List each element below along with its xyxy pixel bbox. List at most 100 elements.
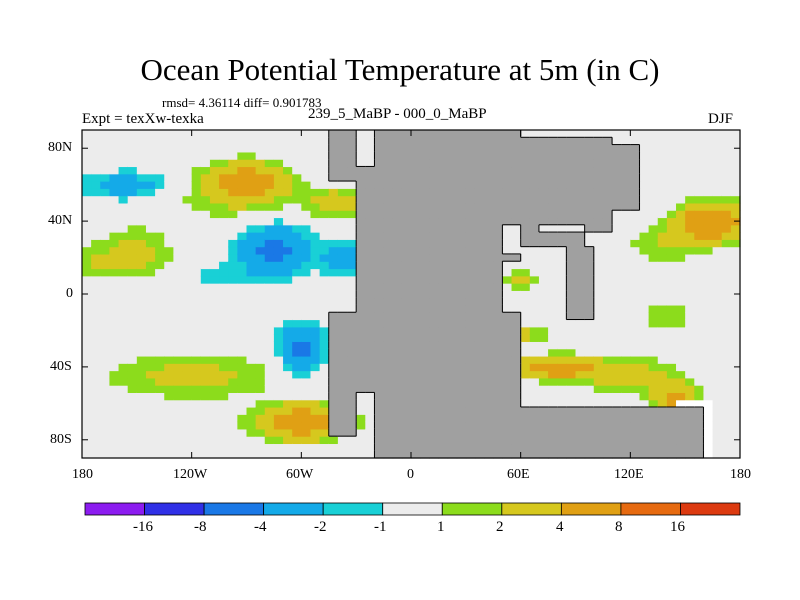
land-cell (639, 406, 650, 415)
field-cell (365, 450, 376, 459)
land-cell (392, 137, 403, 146)
field-cell (657, 159, 668, 168)
field-cell (273, 312, 284, 321)
x-tick-120e: 120E (614, 467, 644, 482)
field-cell (630, 283, 641, 291)
field-cell (685, 319, 695, 328)
land-cell (411, 210, 421, 219)
land-cell (411, 253, 421, 262)
field-cell (676, 348, 686, 357)
field-cell (529, 290, 540, 299)
field-cell (584, 399, 595, 408)
land-cell (447, 341, 458, 350)
land-cell (456, 348, 467, 357)
land-cell (347, 392, 357, 401)
field-cell (273, 210, 284, 219)
land-cell (484, 312, 494, 321)
field-cell (91, 188, 101, 197)
x-tick-180w: 180 (72, 467, 93, 482)
field-cell (91, 414, 101, 423)
land-cell (374, 188, 385, 197)
field-cell (310, 297, 321, 306)
field-cell (648, 370, 659, 379)
land-cell (429, 239, 440, 248)
land-cell (511, 312, 522, 321)
land-cell (447, 130, 458, 138)
field-cell (676, 377, 686, 386)
field-cell (319, 130, 330, 138)
field-cell (520, 268, 531, 277)
field-cell (292, 399, 302, 408)
field-cell (100, 450, 111, 459)
field-cell (712, 385, 723, 393)
land-cell (438, 406, 449, 415)
land-cell (593, 137, 604, 146)
field-cell (566, 341, 577, 350)
field-cell (155, 224, 165, 233)
field-cell (319, 355, 330, 364)
land-cell (474, 144, 485, 153)
field-cell (721, 334, 732, 342)
field-cell (630, 217, 641, 226)
land-cell (438, 414, 449, 423)
land-cell (557, 195, 567, 204)
land-cell (456, 414, 467, 423)
field-cell (356, 399, 366, 408)
land-cell (557, 137, 567, 146)
land-cell (347, 363, 357, 372)
field-cell (264, 217, 275, 226)
field-cell (209, 355, 220, 364)
field-cell (209, 326, 220, 335)
land-cell (438, 326, 449, 335)
land-cell (621, 436, 631, 445)
field-cell (657, 392, 668, 401)
field-cell (602, 232, 613, 240)
land-cell (392, 355, 403, 364)
field-cell (292, 261, 302, 270)
land-cell (602, 224, 613, 233)
land-cell (529, 428, 540, 437)
land-cell (493, 304, 503, 313)
field-cell (310, 181, 321, 189)
land-cell (648, 414, 659, 423)
field-cell (730, 246, 741, 255)
field-cell (182, 399, 193, 408)
field-cell (685, 297, 695, 306)
field-cell (712, 370, 723, 379)
field-cell (246, 421, 257, 430)
land-cell (465, 304, 476, 313)
land-cell (392, 341, 403, 350)
field-cell (703, 144, 714, 153)
land-cell (401, 283, 412, 291)
field-cell (721, 399, 732, 408)
field-cell (255, 253, 266, 262)
field-cell (191, 283, 202, 291)
field-cell (319, 239, 330, 248)
land-cell (538, 406, 549, 415)
land-cell (612, 166, 622, 175)
land-cell (548, 181, 558, 189)
field-cell (237, 348, 248, 357)
field-cell (145, 450, 156, 459)
land-cell (429, 304, 440, 313)
field-cell (602, 385, 613, 393)
field-cell (301, 392, 312, 401)
field-cell (319, 334, 330, 342)
field-cell (182, 406, 193, 415)
land-cell (356, 224, 366, 233)
land-cell (648, 421, 659, 430)
land-cell (429, 319, 440, 328)
land-cell (648, 450, 659, 459)
field-cell (100, 188, 111, 197)
land-cell (484, 392, 494, 401)
land-cell (383, 392, 394, 401)
field-cell (337, 232, 348, 240)
land-cell (392, 202, 403, 211)
land-cell (456, 428, 467, 437)
field-cell (657, 181, 668, 189)
land-cell (365, 312, 376, 321)
land-cell (456, 304, 467, 313)
field-cell (730, 414, 741, 423)
field-cell (228, 414, 238, 423)
field-cell (703, 363, 714, 372)
